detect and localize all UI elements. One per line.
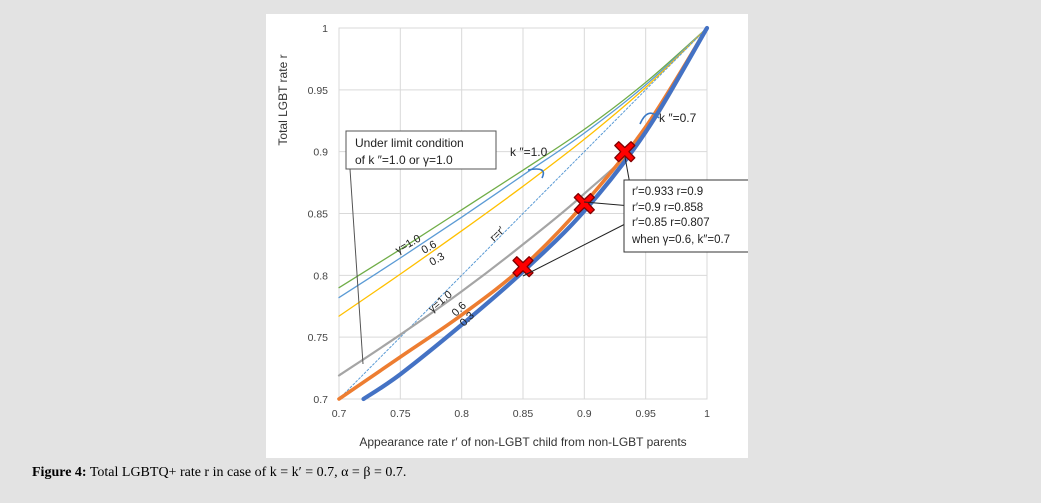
x-tick-label-3: 0.85 <box>513 408 534 420</box>
x-tick-label-1: 0.75 <box>390 408 411 420</box>
series-line-1 <box>338 27 708 299</box>
x-tick-label-6: 1 <box>704 408 710 420</box>
tick-labels: 0.7 0.75 0.8 0.85 0.9 0.95 1 0.7 0.75 0.8 0.85 0.9 0… <box>308 23 711 420</box>
y-axis-title: Total LGBT rate r <box>276 54 290 145</box>
y-tick-label-0: 0.7 <box>313 394 328 406</box>
limit-callout-line1: Under limit condition <box>355 136 464 150</box>
y-tick-label-3: 0.85 <box>308 209 329 221</box>
line-chart: 0.7 0.75 0.8 0.85 0.9 0.95 1 0.7 0.75 0.8 0.85 0.9 0… <box>276 23 766 449</box>
k07-annotation: k ″=0.7 <box>639 111 697 125</box>
figure-caption: Figure 4: Total LGBTQ+ rate r in case of… <box>32 465 406 481</box>
marker-group <box>512 141 636 278</box>
y-tick-label-2: 0.8 <box>313 270 328 282</box>
x-tick-label-4: 0.9 <box>577 408 592 420</box>
series-line-0 <box>338 27 708 289</box>
y-tick-label-1: 0.75 <box>308 332 329 344</box>
k10-annotation: k ″=1.0 <box>510 145 548 179</box>
caption-text: Total LGBTQ+ rate r in case of k = k′ = … <box>89 465 407 480</box>
x-tick-label-2: 0.8 <box>454 408 469 420</box>
caption-label: Figure 4: <box>32 465 87 480</box>
info-line-4: when γ=0.6, k″=0.7 <box>631 234 730 246</box>
limit-callout-line2: of k ″=1.0 or γ=1.0 <box>355 153 453 167</box>
info-line-2: r′=0.9 r=0.858 <box>632 202 703 214</box>
limit-callout: Under limit condition of k ″=1.0 or γ=1.… <box>345 130 497 365</box>
y-tick-label-5: 0.95 <box>308 85 329 97</box>
k10-label: k ″=1.0 <box>510 145 548 159</box>
series-line-6 <box>361 25 710 402</box>
highlight-marker-1 <box>573 192 595 215</box>
info-line-3: r′=0.85 r=0.807 <box>632 217 710 229</box>
k07-label: k ″=0.7 <box>659 111 697 125</box>
x-tick-label-0: 0.7 <box>332 408 347 420</box>
info-box: r′=0.933 r=0.9 r′=0.9 r=0.858 r′=0.85 r=… <box>522 156 766 277</box>
y-tick-label-6: 1 <box>322 23 328 35</box>
series-line-2 <box>338 27 708 317</box>
x-tick-label-5: 0.95 <box>635 408 656 420</box>
info-line-1: r′=0.933 r=0.9 <box>632 186 703 198</box>
series-line-3 <box>338 27 708 400</box>
series-group <box>337 25 710 402</box>
x-axis-title: Appearance rate r′ of non-LGBT child fro… <box>359 435 686 449</box>
figure-panel: 0.7 0.75 0.8 0.85 0.9 0.95 1 0.7 0.75 0.8 0.85 0.9 0… <box>266 14 766 458</box>
highlight-marker-2 <box>614 141 636 163</box>
y-tick-label-4: 0.9 <box>313 147 328 159</box>
highlight-marker-0 <box>512 256 534 278</box>
